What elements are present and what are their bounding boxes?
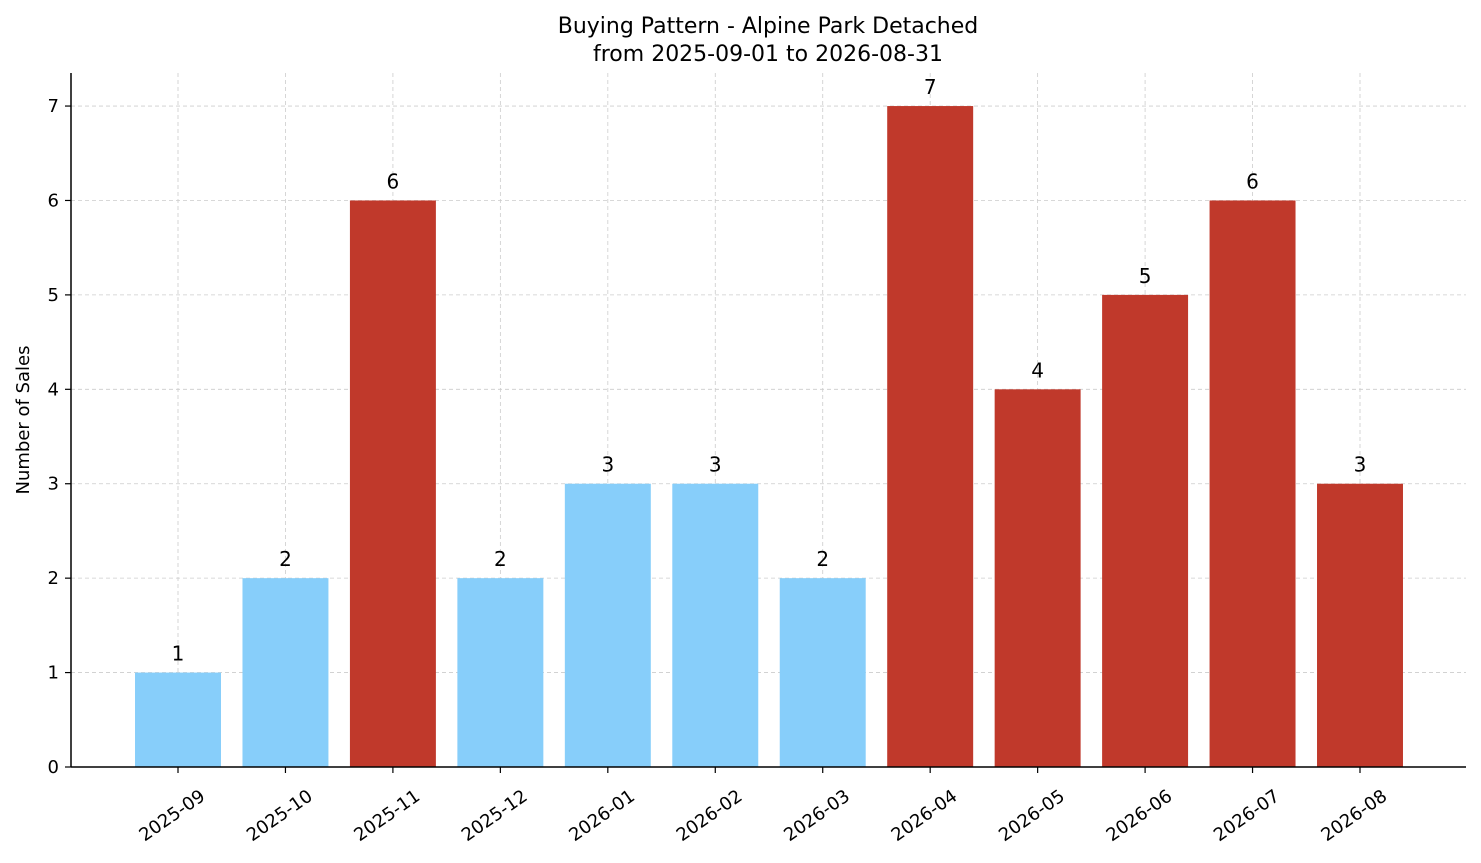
bar [1209,200,1296,768]
bar [135,672,221,767]
bar [779,578,866,767]
chart-title: Buying Pattern - Alpine Park Detached [558,14,979,39]
bar [349,200,436,768]
bar [242,578,329,767]
axes [70,73,1466,768]
chart-subtitle: from 2025-09-01 to 2026-08-31 [593,42,943,67]
x-tick-label: 2026-06 [1103,786,1177,846]
x-tick-label: 2026-04 [888,786,962,846]
bar [1317,483,1403,767]
bar [672,483,759,767]
x-tick-label: 2025-11 [350,786,424,846]
y-ticks: 0 1 2 3 4 5 6 7 [48,96,71,778]
y-tick-label: 5 [48,285,59,306]
y-tick-label: 1 [48,663,59,684]
bar-value-label: 5 [1139,264,1152,288]
bar-value-label: 6 [1246,169,1259,193]
bar-value-label: 2 [279,547,292,571]
bars [135,106,1403,768]
bar-value-label: 3 [1354,453,1367,477]
x-tick-label: 2025-10 [243,786,317,846]
y-tick-label: 4 [48,379,59,400]
x-tick-label: 2025-12 [458,786,532,846]
x-tick-label: 2025-09 [135,786,209,846]
x-tick-label: 2026-03 [780,786,854,846]
bar [887,106,974,768]
x-tick-label: 2026-01 [565,786,639,846]
x-ticks: 2025-09 2025-10 2025-11 2025-12 2026-01 2026-… [135,767,1391,846]
bar-value-label: 2 [494,547,507,571]
x-tick-label: 2026-08 [1317,786,1391,846]
bar [457,578,544,767]
y-tick-label: 3 [48,474,59,495]
bar [564,483,651,767]
bar-value-label: 3 [601,453,614,477]
bar-value-label: 2 [816,547,829,571]
x-tick-label: 2026-07 [1210,786,1284,846]
x-tick-label: 2026-05 [995,786,1069,846]
bar-value-label: 4 [1031,358,1044,382]
y-tick-label: 2 [48,568,59,589]
bar-value-label: 1 [172,642,185,666]
bar-labels: 1 2 6 2 3 3 2 7 4 5 6 3 [172,75,1367,666]
bar-value-label: 3 [709,453,722,477]
x-tick-label: 2026-02 [673,786,747,846]
y-tick-label: 6 [48,190,59,211]
bar [1102,294,1189,767]
bar-value-label: 6 [387,169,400,193]
bar-value-label: 7 [924,75,937,99]
y-tick-label: 0 [48,757,59,778]
bar [994,389,1081,767]
y-axis-label: Number of Sales [13,345,34,494]
y-tick-label: 7 [48,96,59,117]
